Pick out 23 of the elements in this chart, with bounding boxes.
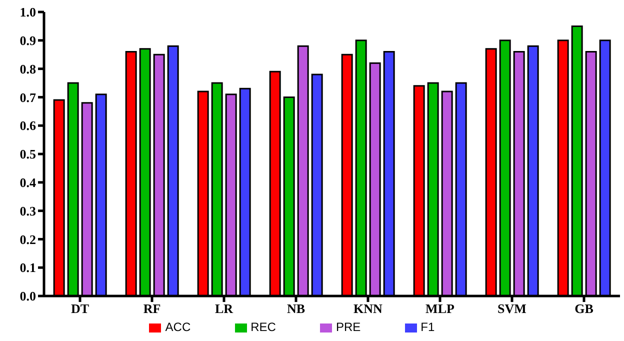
y-tick-label: 0.0 xyxy=(20,288,36,304)
x-tick-label: RF xyxy=(143,301,161,316)
y-tick-label: 0.9 xyxy=(20,33,36,48)
y-tick-label: 0.4 xyxy=(20,175,36,190)
x-tick-label: NB xyxy=(286,301,306,316)
y-tick-label: 0.6 xyxy=(20,118,36,134)
x-tick-label: SVM xyxy=(498,301,526,316)
x-tick-label: LR xyxy=(214,301,234,316)
y-tick-label: 0.5 xyxy=(20,146,36,162)
y-tick-label: 0.3 xyxy=(20,203,36,218)
legend-label: F1 xyxy=(420,320,435,334)
x-tick-label: KNN xyxy=(354,301,384,316)
y-tick-label: 0.2 xyxy=(20,232,36,247)
x-tick-label: GB xyxy=(574,301,594,316)
y-tick-label: 0.7 xyxy=(20,90,36,105)
legend-label: PRE xyxy=(336,320,361,334)
y-tick-label: 0.8 xyxy=(20,61,36,76)
x-tick-label: DT xyxy=(70,301,90,316)
y-tick-label: 0.1 xyxy=(20,260,36,276)
y-tick-label: 1.0 xyxy=(20,4,36,20)
legend-label: REC xyxy=(250,320,276,334)
legend-label: ACC xyxy=(165,320,191,334)
x-tick-label: MLP xyxy=(426,301,454,316)
